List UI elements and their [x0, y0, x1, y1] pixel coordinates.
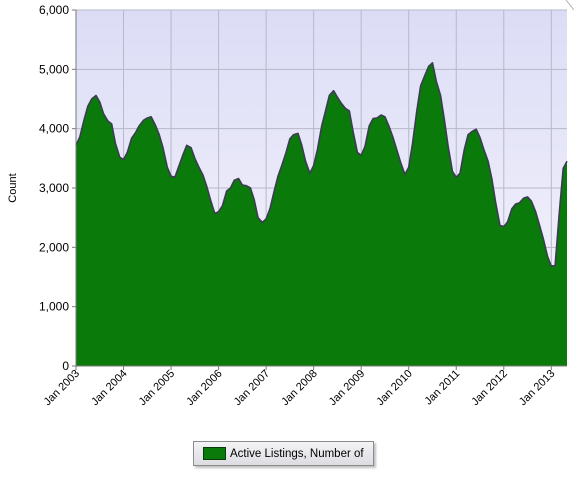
- x-tick-label: Jan 2011: [422, 368, 462, 408]
- y-tick-label: 0: [62, 359, 69, 373]
- x-tick-label: Jan 2008: [279, 368, 319, 408]
- series-outline: [75, 62, 568, 268]
- x-tick-label: Jan 2010: [374, 368, 414, 408]
- y-tick-label: 1,000: [39, 300, 69, 314]
- legend-label: Active Listings, Number of: [230, 447, 364, 460]
- y-tick-label: 6,000: [39, 3, 69, 17]
- y-tick-labels: 0 1,000 2,000 3,000 4,000 5,000 6,000: [39, 3, 76, 373]
- y-tick-label: 2,000: [39, 240, 69, 254]
- x-tick-label: Jan 2005: [137, 368, 177, 408]
- x-tick-label: Jan 2003: [42, 368, 82, 408]
- series-layer: [75, 62, 568, 367]
- x-tick-labels: Jan 2003 Jan 2004 Jan 2005 Jan 2006 Jan 2007…: [42, 366, 557, 408]
- legend-swatch: [203, 447, 226, 460]
- legend: Active Listings, Number of: [193, 441, 374, 466]
- y-tick-label: 3,000: [39, 181, 69, 195]
- y-axis-title: Count: [7, 173, 19, 202]
- series-area: [76, 62, 567, 367]
- y-tick-label: 5,000: [39, 62, 69, 76]
- x-tick-label: Jan 2004: [89, 368, 129, 408]
- x-tick-label: Jan 2009: [327, 368, 367, 408]
- y-tick-label: 4,000: [39, 122, 69, 136]
- x-tick-label: Jan 2012: [469, 368, 509, 408]
- x-tick-label: Jan 2013: [517, 368, 557, 408]
- corner-mark: [565, 0, 574, 11]
- x-tick-label: Jan 2006: [184, 368, 224, 408]
- x-tick-label: Jan 2007: [232, 368, 272, 408]
